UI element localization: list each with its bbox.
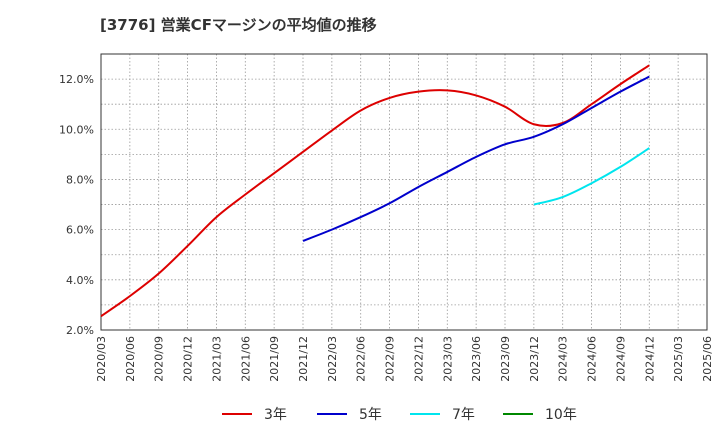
x-tick-label: 2020/03 [95, 336, 108, 382]
x-tick-label: 2023/06 [470, 336, 483, 382]
x-tick-label: 2022/03 [326, 336, 339, 382]
y-tick-label: 6.0% [66, 224, 94, 237]
x-tick-label: 2020/06 [124, 336, 137, 382]
x-tick-label: 2024/12 [643, 336, 656, 382]
series-lines [100, 64, 650, 318]
x-tick-label: 2024/09 [614, 336, 627, 382]
legend-label-3: 10年 [545, 407, 577, 423]
legend-label-0: 3年 [264, 407, 287, 423]
y-tick-label: 10.0% [59, 123, 94, 136]
grid [101, 54, 707, 330]
x-tick-label: 2023/12 [528, 336, 541, 382]
x-tick-label: 2020/12 [182, 336, 195, 382]
x-axis: 2020/03 2020/06 2020/09 2020/12 2021/03 2021/… [95, 336, 714, 382]
y-tick-label: 2.0% [66, 324, 94, 337]
x-tick-label: 2022/06 [355, 336, 368, 382]
plot-area [100, 53, 708, 331]
x-tick-label: 2022/09 [384, 336, 397, 382]
series-line-1 [302, 75, 650, 242]
x-tick-label: 2021/09 [268, 336, 281, 382]
legend-label-1: 5年 [359, 407, 382, 423]
legend-label-2: 7年 [452, 407, 475, 423]
y-tick-label: 4.0% [66, 274, 94, 287]
x-tick-label: 2021/12 [297, 336, 310, 382]
y-tick-label: 12.0% [59, 73, 94, 86]
x-tick-label: 2025/03 [672, 336, 685, 382]
series-line-0 [100, 64, 650, 318]
y-axis: 2.0% 4.0% 6.0% 8.0% 10.0% 12.0% [59, 73, 94, 337]
x-tick-label: 2024/06 [586, 336, 599, 382]
legend: 3年 5年 7年 10年 [222, 407, 577, 423]
x-tick-label: 2025/06 [701, 336, 714, 382]
chart-title: [3776] 営業CFマージンの平均値の推移 [100, 16, 377, 34]
y-tick-label: 8.0% [66, 173, 94, 186]
x-tick-label: 2021/06 [239, 336, 252, 382]
x-tick-label: 2021/03 [210, 336, 223, 382]
x-tick-label: 2020/09 [153, 336, 166, 382]
x-tick-label: 2023/09 [499, 336, 512, 382]
x-tick-label: 2023/03 [441, 336, 454, 382]
x-tick-label: 2024/03 [557, 336, 570, 382]
x-tick-label: 2022/12 [412, 336, 425, 382]
series-line-2 [533, 147, 650, 206]
